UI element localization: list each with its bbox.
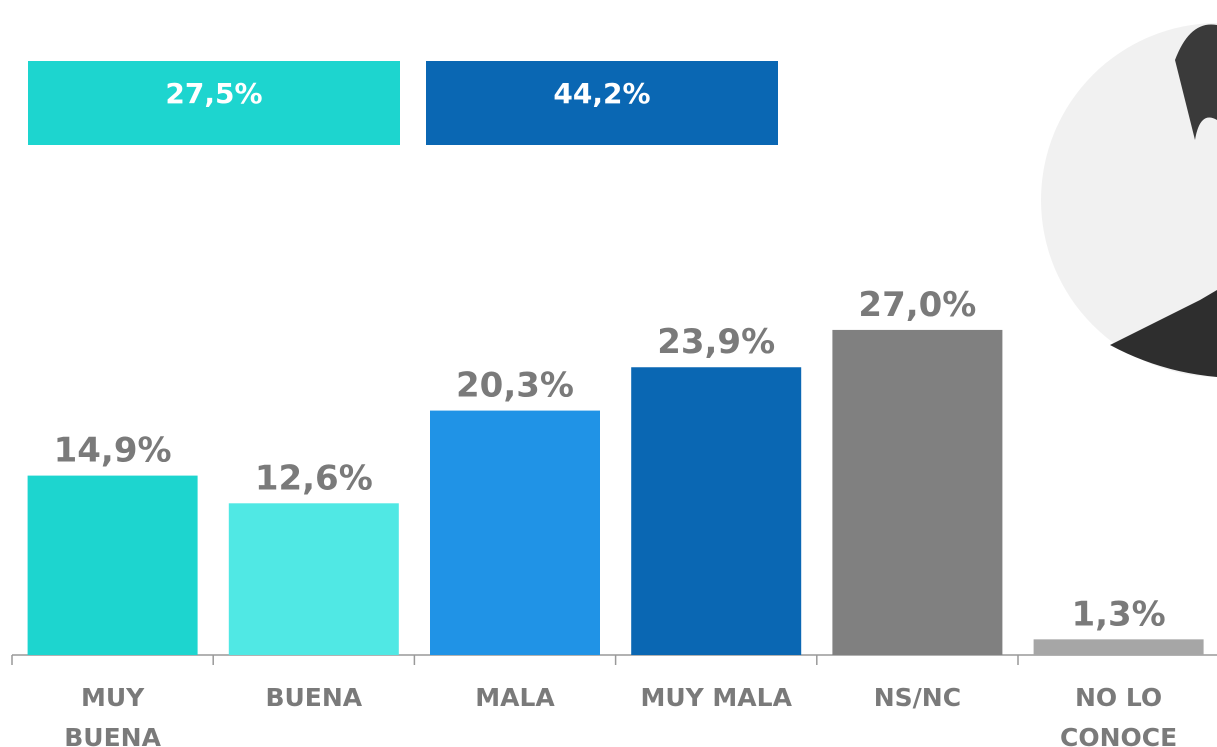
bar xyxy=(631,367,801,655)
bar xyxy=(229,503,399,655)
value-label: 12,6% xyxy=(255,458,373,498)
value-label: 14,9% xyxy=(54,431,172,471)
page: {"chart_data": {"type": "bar", "categori… xyxy=(0,0,1217,747)
photo xyxy=(1041,23,1217,377)
bar xyxy=(430,411,600,655)
value-label: 27,0% xyxy=(858,285,976,325)
bar xyxy=(1034,639,1204,655)
summary-label: 27,5% xyxy=(165,77,262,110)
value-label: 20,3% xyxy=(456,366,574,406)
chart: 27,5% 44,2% 14,9% MUYBUENA 12,6% BUENA 20,3% MA… xyxy=(0,0,1217,747)
bar xyxy=(28,476,198,655)
value-label: 23,9% xyxy=(657,322,775,362)
value-label: 1,3% xyxy=(1071,594,1165,634)
x-tick-label: NS/NC xyxy=(874,683,961,712)
summary-label: 44,2% xyxy=(553,77,650,110)
x-tick-label: MALA xyxy=(475,683,555,712)
bar xyxy=(832,330,1002,655)
x-tick-label: MUY MALA xyxy=(640,683,792,712)
x-tick-label: BUENA xyxy=(265,683,362,712)
